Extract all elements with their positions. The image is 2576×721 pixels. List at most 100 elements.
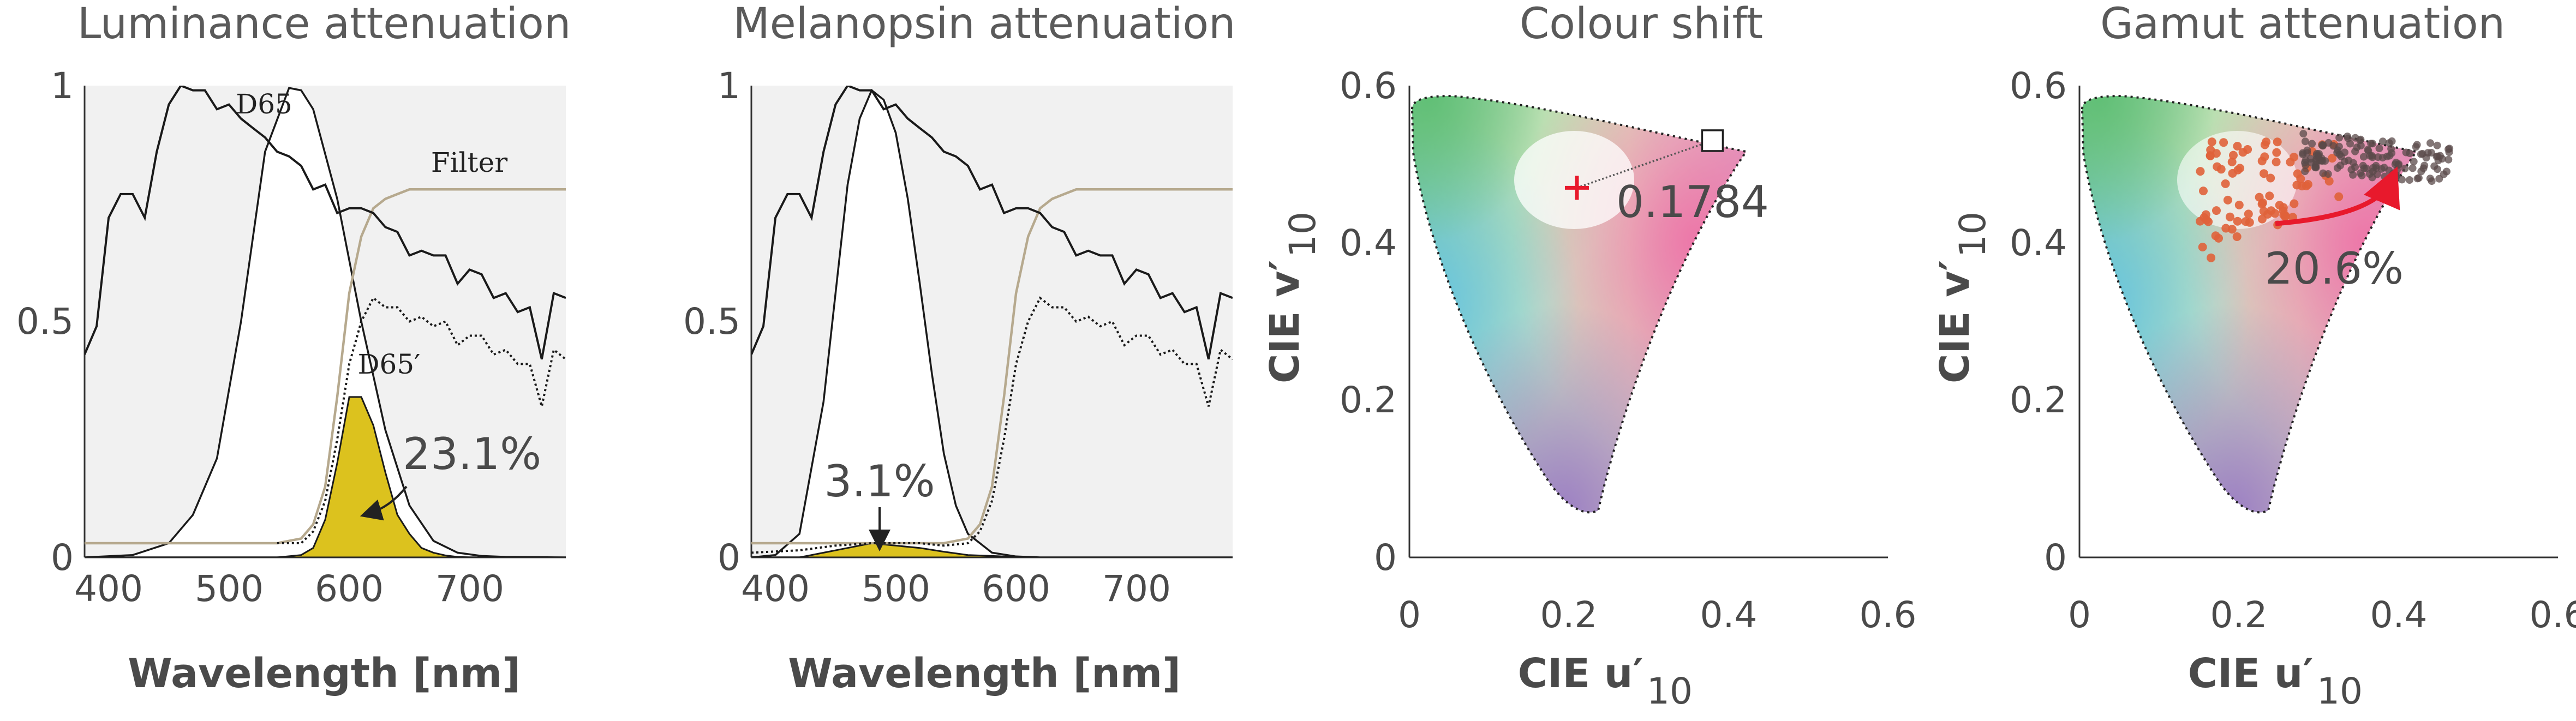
original-color-point — [2260, 152, 2269, 161]
original-color-point — [2219, 138, 2228, 147]
sensitivity-curve — [751, 88, 1233, 557]
y-tick-label: 1 — [718, 65, 740, 107]
filtered-color-point — [2444, 155, 2453, 164]
original-color-point — [2255, 193, 2264, 202]
original-color-point — [2221, 179, 2230, 188]
filtered-color-point — [2303, 146, 2311, 154]
y-axis-label-group: CIE v′ 10 — [1932, 212, 1994, 383]
y-tick-label: 0 — [51, 537, 74, 579]
original-color-point — [2244, 209, 2253, 219]
panel-title: Melanopsin attenuation — [733, 0, 1236, 49]
y-axis-label-group: CIE v′ 10 — [1262, 212, 1324, 383]
y-tick-label: 0 — [2044, 537, 2067, 579]
filtered-color-point — [2356, 169, 2364, 177]
attenuation-value: 20.6% — [2265, 243, 2404, 294]
filtered-color-point — [2324, 139, 2333, 147]
filter-curve — [751, 188, 1233, 545]
x-tick-label: 0 — [1398, 594, 1421, 636]
original-color-point — [2266, 173, 2275, 183]
x-axis-label: Wavelength [nm] — [128, 650, 521, 697]
filtered-color-point — [2430, 162, 2438, 170]
x-tick-label: 400 — [741, 568, 810, 610]
x-axis-label-subscript: 10 — [1647, 670, 1693, 712]
filtered-color-point — [2359, 153, 2368, 161]
series-label-d65-prime: D65′ — [357, 349, 420, 380]
panel-colour-shift: Colour shift 0.1784 0 0.2 0.4 0.6 0 0.2 … — [1262, 0, 1916, 712]
filtered-color-point — [2414, 174, 2423, 182]
original-color-point — [2214, 233, 2223, 243]
x-tick-label: 0 — [2068, 594, 2091, 636]
y-axis-label-subscript: 10 — [1282, 212, 1324, 257]
x-tick-label: 0.4 — [2370, 594, 2428, 636]
filtered-color-point — [2426, 175, 2434, 183]
filtered-color-point — [2333, 164, 2341, 172]
original-color-point — [2273, 137, 2282, 147]
filtered-color-point — [2308, 140, 2316, 148]
filtered-color-point — [2401, 165, 2409, 172]
points-group — [2196, 130, 2454, 262]
filtered-color-point — [2408, 164, 2417, 172]
filtered-color-point — [2347, 166, 2356, 174]
x-axis-label-main: CIE u′ — [2188, 650, 2314, 697]
series-label-d65: D65 — [236, 88, 292, 120]
y-tick-label: 0.5 — [683, 301, 740, 343]
original-color-point — [2200, 213, 2209, 222]
original-color-point — [2241, 217, 2250, 226]
original-color-point — [2260, 169, 2268, 178]
panel-title: Gamut attenuation — [2100, 0, 2505, 49]
filtered-color-point — [2366, 152, 2374, 160]
original-color-point — [2262, 137, 2271, 147]
attenuation-value: 3.1% — [824, 456, 935, 507]
x-tick-label: 0.2 — [2210, 594, 2268, 636]
gamut-region — [2081, 94, 2418, 514]
original-color-point — [2297, 182, 2306, 191]
filter-curve — [85, 188, 566, 545]
y-axis-label: CIE v′ — [1262, 260, 1308, 383]
filtered-color-point — [2398, 176, 2406, 184]
original-color-point — [2233, 217, 2242, 226]
filtered-color-point — [2377, 165, 2386, 173]
filtered-spectrum-curve — [751, 296, 1233, 554]
shift-line — [1576, 140, 1713, 189]
original-color-point — [2279, 203, 2288, 212]
original-color-point — [2225, 212, 2234, 221]
original-color-point — [2233, 142, 2242, 151]
y-tick-label: 0 — [1374, 537, 1397, 579]
x-tick-label: 400 — [74, 568, 143, 610]
filtered-color-point — [2302, 161, 2310, 169]
y-tick-label: 0.6 — [2010, 65, 2067, 107]
original-color-point — [2199, 187, 2208, 196]
sensitivity-curve — [85, 87, 566, 557]
filtered-color-point — [2419, 164, 2428, 172]
filtered-color-point — [2442, 167, 2451, 176]
y-tick-label: 0.2 — [1340, 379, 1397, 421]
y-axis-label: CIE v′ — [1932, 260, 1979, 383]
original-color-point — [2198, 243, 2207, 251]
x-tick-label: 600 — [982, 568, 1050, 610]
filtered-color-point — [2369, 140, 2377, 148]
filtered-color-point — [2351, 134, 2359, 142]
filtered-color-point — [2357, 142, 2365, 149]
original-color-point — [2227, 158, 2237, 166]
original-color-point — [2212, 206, 2221, 215]
original-color-point — [2207, 253, 2216, 262]
filtered-color-point — [2345, 157, 2352, 165]
filtered-color-point — [2387, 145, 2395, 153]
x-axis-label-subscript: 10 — [2317, 670, 2363, 712]
filtered-color-point — [2368, 173, 2376, 182]
filtered-color-point — [2301, 137, 2309, 146]
original-color-point — [2334, 192, 2344, 201]
filtered-color-point — [2426, 139, 2434, 147]
filtered-color-point — [2395, 160, 2403, 168]
original-color-point — [2272, 158, 2281, 166]
original-color-point — [2265, 191, 2274, 201]
filtered-color-point — [2385, 139, 2393, 147]
gamut-region — [1410, 94, 1748, 514]
y-tick-label: 0.5 — [16, 301, 74, 343]
original-color-point — [2280, 212, 2290, 221]
original-color-point — [2296, 174, 2305, 183]
filtered-color-point — [2386, 152, 2394, 160]
y-tick-label: 1 — [51, 65, 74, 107]
original-color-point — [2223, 195, 2232, 205]
